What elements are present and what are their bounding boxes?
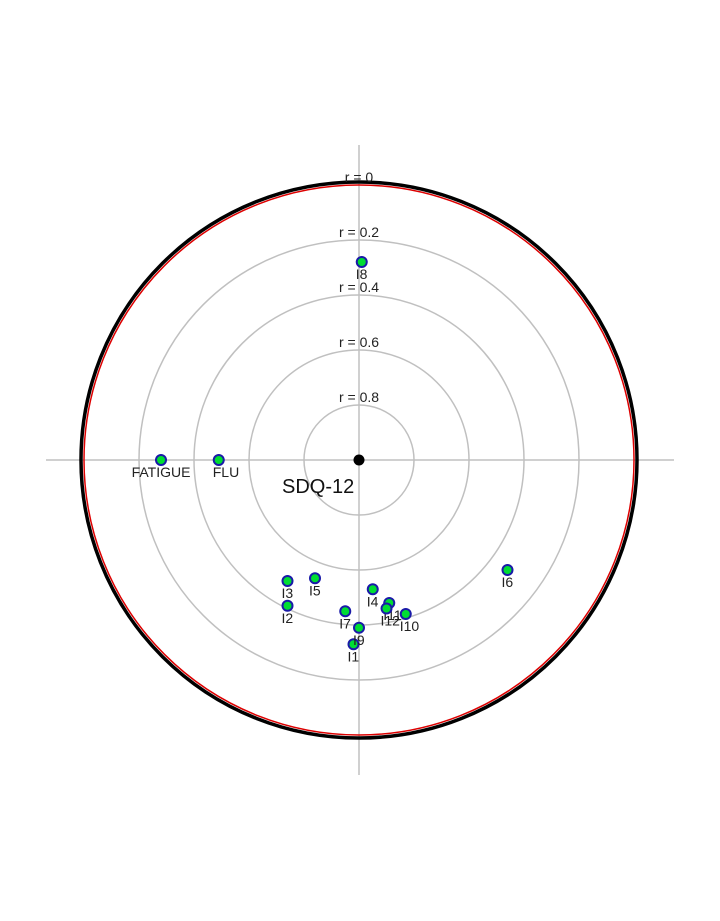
data-point-label: I4 bbox=[367, 593, 379, 609]
grid-ring bbox=[138, 239, 580, 681]
data-point bbox=[339, 605, 352, 618]
data-point bbox=[281, 599, 294, 612]
data-point-label: FLU bbox=[213, 464, 239, 480]
ring-label: r = 0.4 bbox=[339, 279, 379, 295]
center-point bbox=[353, 454, 365, 466]
data-point-label: I5 bbox=[309, 582, 321, 598]
data-point-label: I8 bbox=[356, 266, 368, 282]
data-point bbox=[355, 256, 368, 268]
chart-title: SDQ-12 bbox=[282, 476, 354, 498]
data-point-label: I6 bbox=[502, 574, 514, 590]
data-point bbox=[309, 572, 321, 585]
data-point-label: I9 bbox=[353, 632, 365, 648]
data-point-label: I3 bbox=[282, 585, 294, 601]
outer-circle bbox=[79, 180, 639, 740]
grid-ring bbox=[248, 349, 470, 571]
boundary-circle bbox=[83, 184, 635, 736]
data-point bbox=[399, 608, 412, 620]
data-point bbox=[380, 602, 393, 615]
ring-label: r = 0.2 bbox=[339, 224, 379, 240]
data-point bbox=[155, 454, 167, 466]
data-point-label: I1 bbox=[348, 648, 360, 664]
ring-label: r = 0.8 bbox=[339, 389, 379, 405]
ring-label: r = 0.6 bbox=[339, 334, 379, 350]
data-point bbox=[212, 454, 225, 466]
data-point bbox=[347, 638, 360, 651]
data-point-label: I12 bbox=[381, 613, 401, 629]
ring-label: r = 0 bbox=[345, 169, 374, 185]
data-point-label: I10 bbox=[400, 618, 420, 634]
data-point bbox=[281, 575, 294, 587]
data-point bbox=[366, 583, 379, 596]
data-point bbox=[501, 564, 514, 576]
data-point-label: I2 bbox=[282, 610, 294, 626]
data-point-label: FATIGUE bbox=[132, 464, 191, 480]
grid-ring bbox=[303, 404, 415, 516]
data-point-label: I7 bbox=[339, 615, 351, 631]
data-point bbox=[353, 621, 365, 634]
